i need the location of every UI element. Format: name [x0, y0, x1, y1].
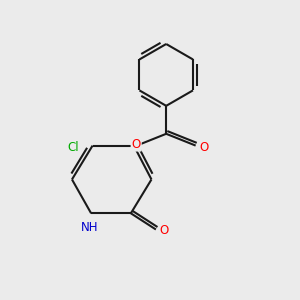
- Text: NH: NH: [81, 221, 98, 234]
- Text: O: O: [131, 138, 141, 151]
- Text: Cl: Cl: [68, 141, 79, 154]
- Text: O: O: [160, 224, 169, 238]
- Text: O: O: [199, 141, 208, 154]
